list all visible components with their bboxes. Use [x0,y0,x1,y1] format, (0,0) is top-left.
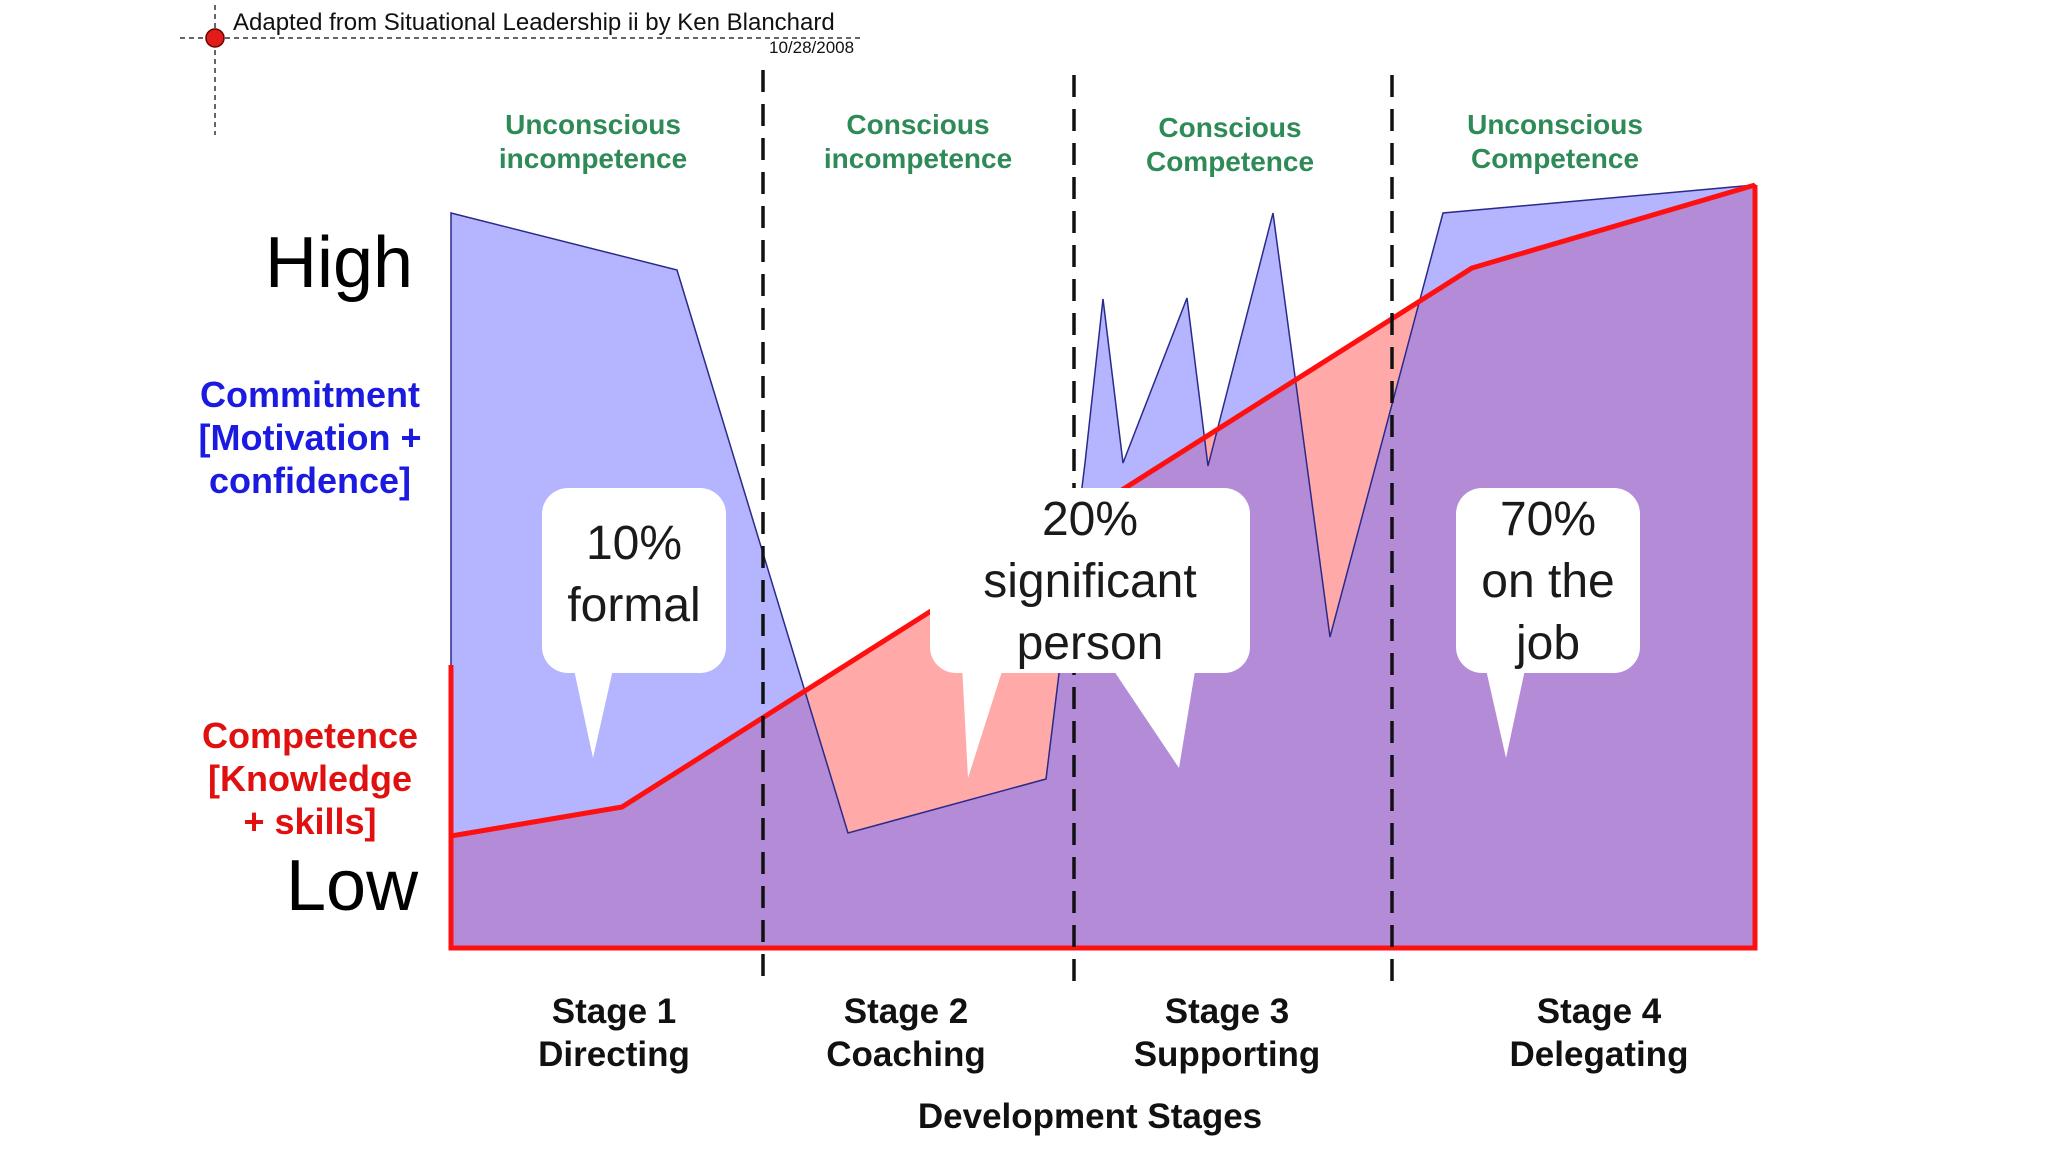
stage-4-style: Delegating [1509,1035,1689,1074]
phase-label-4-line1: Unconscious [1467,109,1643,140]
competence-label-line2: [Knowledge [208,758,412,799]
phase-label-1-line1: Unconscious [505,109,681,140]
callout-bubble-2 [930,488,1250,778]
stage-1-name: Stage 1 [551,992,677,1031]
y-axis-low-label: Low [286,846,419,926]
callout-1-line2: formal [567,579,701,632]
stage-3-style: Supporting [1133,1035,1321,1074]
phase-label-2-line1: Conscious [846,109,990,140]
commitment-label-line1: Commitment [199,374,420,415]
callout-2-line3: person [1016,617,1164,670]
stage-2-name: Stage 2 [843,992,969,1031]
callout-1-line1: 10% [585,517,683,570]
phase-label-2: Conscious incompetence [768,108,1068,176]
callout-bubble-3 [1456,488,1640,758]
commitment-axis-label: Commitment [Motivation + confidence] [150,373,470,502]
phase-label-4: Unconscious Competence [1405,108,1705,176]
callout-text-2: 20% significant person [930,489,1250,675]
callout-3-line1: 70% [1499,493,1597,546]
callout-3-line3: job [1515,617,1581,670]
source-marker-dot [205,28,225,48]
phase-label-1-line2: incompetence [498,143,688,174]
source-note: Adapted from Situational Leadership ii b… [233,9,835,36]
stage-label-2: Stage 2 Coaching [746,990,1066,1076]
stage-2-style: Coaching [826,1035,986,1074]
commitment-label-line2: [Motivation + [198,417,422,458]
callout-bubble-1 [542,488,726,758]
callout-text-3: 70% on the job [1456,489,1640,675]
phase-label-1: Unconscious incompetence [443,108,743,176]
phase-label-2-line2: incompetence [823,143,1013,174]
competence-line [448,182,1756,839]
y-axis-high-label: High [265,223,414,303]
callout-2-line1: 20% [1041,493,1139,546]
phase-label-3: Conscious Competence [1080,111,1380,179]
callout-text-1: 10% formal [542,513,726,637]
stage-4-name: Stage 4 [1536,992,1662,1031]
callout-3-line2: on the [1481,555,1615,608]
phase-label-3-line2: Competence [1145,146,1315,177]
stage-3-name: Stage 3 [1164,992,1290,1031]
competence-label-line3: + skills] [243,801,377,842]
x-axis-title: Development Stages [917,1097,1263,1136]
stage-label-4: Stage 4 Delegating [1439,990,1759,1076]
phase-label-3-line1: Conscious [1158,112,1302,143]
chart-frame [448,185,1758,951]
source-date: 10/28/2008 [769,38,855,57]
phase-label-4-line2: Competence [1470,143,1640,174]
competence-label-line1: Competence [201,715,419,756]
stage-1-style: Directing [538,1035,690,1074]
commitment-label-line3: confidence] [208,460,412,501]
competence-axis-label: Competence [Knowledge + skills] [150,714,470,843]
stage-label-1: Stage 1 Directing [454,990,774,1076]
callout-2-line2: significant [983,555,1197,608]
stage-label-3: Stage 3 Supporting [1067,990,1387,1076]
